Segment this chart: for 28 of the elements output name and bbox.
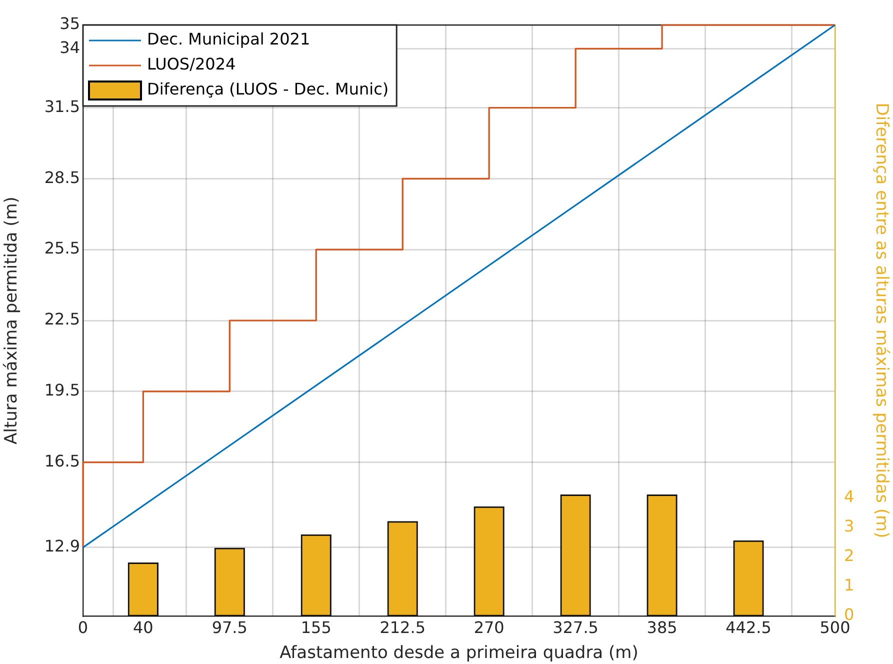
y-tick-label: 12.9 [44, 536, 80, 556]
x-tick-label: 0 [78, 618, 88, 637]
x-tick-label: 442.5 [726, 618, 772, 637]
y-tick-label: 35 [60, 14, 80, 34]
x-tick-label: 385 [646, 618, 678, 637]
x-axis-title: Afastamento desde a primeira quadra (m) [280, 643, 638, 664]
legend-label: Dec. Municipal 2021 [147, 30, 310, 49]
x-tick-label: 40 [132, 618, 154, 637]
y-tick-label: 34 [60, 38, 80, 57]
y-axis-title: Altura máxima permitida (m) [2, 196, 22, 444]
y-tick-label: 25.5 [44, 238, 80, 258]
y-tick-label: 31.5 [44, 96, 80, 116]
y2-axis-title: Diferença entre as alturas máximas permitidas (m) [871, 102, 892, 538]
y-tick-label: 19.5 [44, 380, 80, 400]
x-tick-label: 212.5 [380, 618, 426, 637]
legend-label: LUOS/2024 [147, 54, 236, 74]
x-tick-label: 270 [474, 618, 504, 637]
y-tick-label: 22.5 [44, 310, 80, 329]
y2-tick-label: 2 [844, 546, 854, 566]
y2-tick-label: 3 [844, 516, 854, 536]
y2-tick-label: 4 [844, 486, 854, 506]
legend-label: Diferença (LUOS - Dec. Munic) [147, 80, 389, 99]
y-tick-label: 28.5 [44, 168, 80, 187]
x-tick-label: 327.5 [552, 618, 598, 637]
y-tick-label: 16.5 [44, 451, 80, 470]
x-tick-label: 155 [300, 618, 332, 637]
y2-tick-label: 1 [844, 576, 854, 595]
x-tick-label: 97.5 [212, 618, 248, 637]
